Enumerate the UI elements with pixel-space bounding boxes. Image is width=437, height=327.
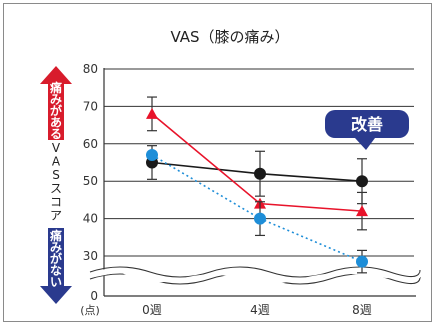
chart-title: VAS（膝の痛み）	[170, 28, 289, 46]
y-tick-label: 60	[83, 137, 98, 151]
y-label-no-pain: 痛みがない	[49, 228, 62, 289]
x-category-label: 4週	[250, 303, 270, 317]
series-group	[146, 96, 368, 274]
y-label-pain: 痛みがある	[49, 80, 62, 141]
y-tick-label: 70	[83, 99, 98, 113]
data-point	[146, 149, 158, 162]
down-arrow-icon	[40, 228, 72, 304]
y-tick-label: 50	[83, 174, 98, 188]
badge-text: 改善	[351, 115, 383, 134]
x-category-label: 0週	[142, 303, 162, 317]
improvement-badge: 改善	[325, 110, 409, 150]
series-0	[146, 145, 368, 205]
x-category-label: 8週	[352, 303, 372, 317]
series-2	[146, 149, 368, 274]
y-tick-label: 30	[83, 249, 98, 263]
data-point	[356, 175, 368, 188]
data-point	[356, 205, 368, 217]
y-label-vas-score: V A S スコア	[50, 141, 62, 223]
axis-break-icon	[89, 266, 421, 285]
data-point	[356, 255, 368, 268]
x-category-labels: 0週 4週 8週	[142, 303, 372, 317]
y-unit-label: (点)	[80, 304, 100, 317]
up-arrow-icon	[40, 66, 72, 140]
y-tick-label: 0	[90, 289, 98, 303]
data-point	[254, 167, 266, 180]
data-point	[254, 212, 266, 225]
data-point	[146, 107, 158, 119]
y-tick-label: 80	[83, 62, 98, 76]
y-tick-label: 40	[83, 212, 98, 226]
y-tick-labels: 0 30 40 50 60 70 80	[83, 62, 98, 303]
y-axis-label-column: 痛みがある V A S スコア 痛みがない	[40, 66, 72, 304]
